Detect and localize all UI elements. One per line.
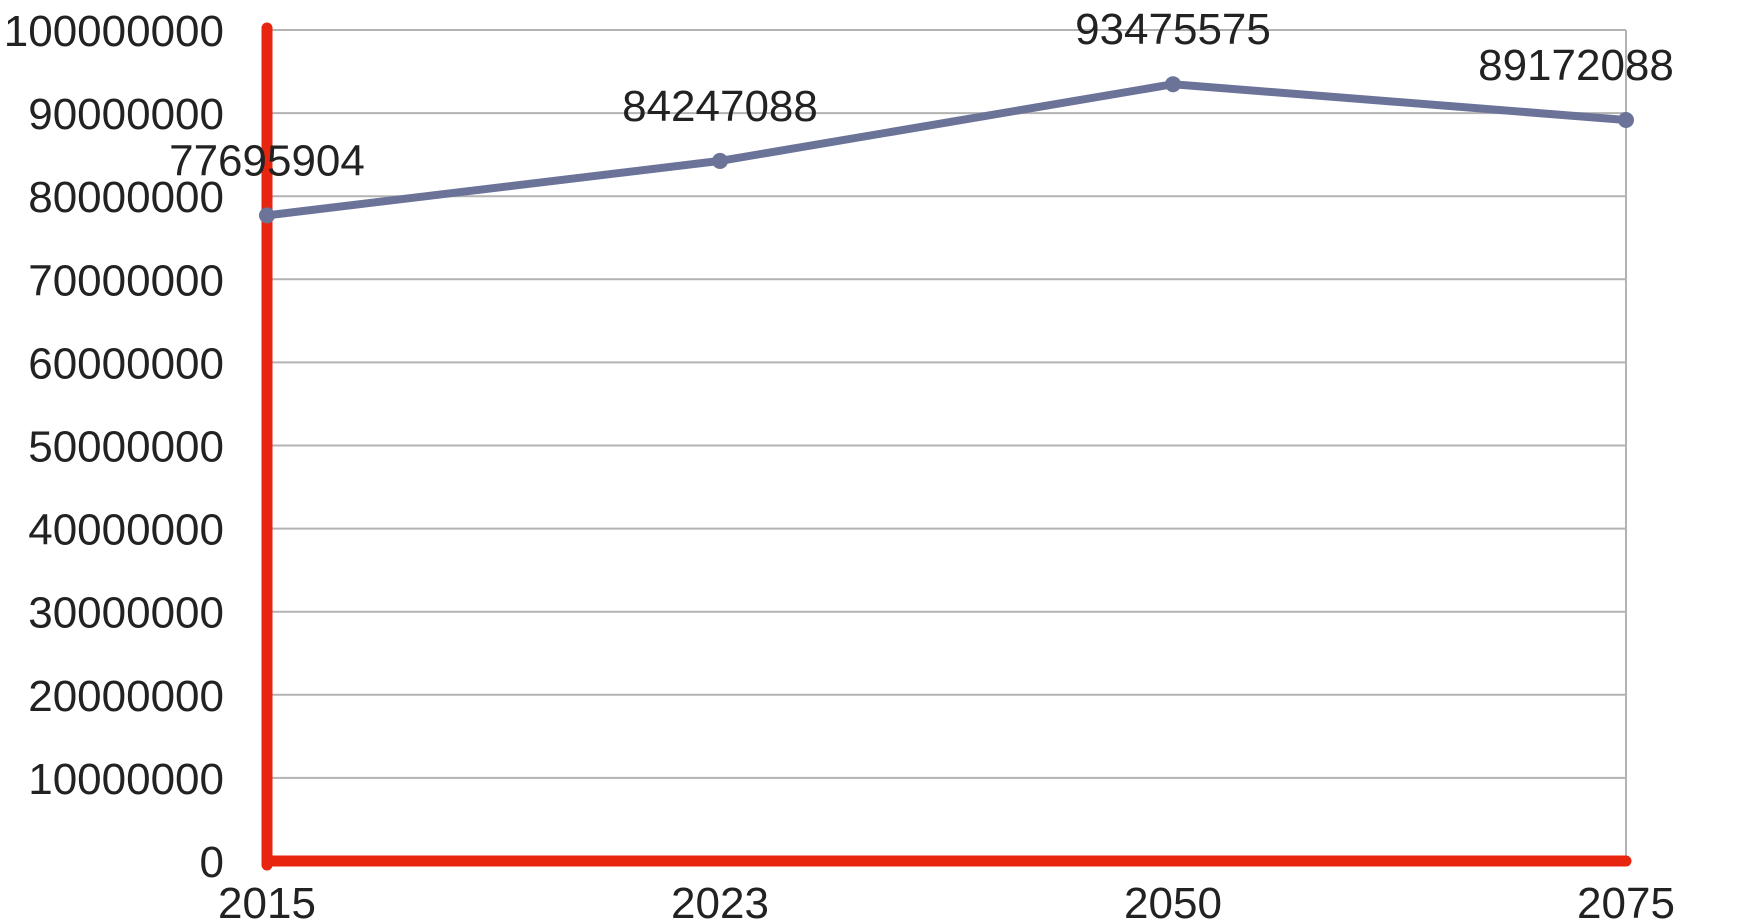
y-tick-label: 10000000	[28, 755, 224, 804]
y-tick-label: 100000000	[4, 7, 224, 56]
data-labels: 77695904 84247088 93475575 89172088	[169, 5, 1674, 185]
x-axis-tick-labels: 2015 2023 2050 2075	[218, 879, 1675, 921]
y-axis-tick-labels: 0 10000000 20000000 30000000 40000000 5000000…	[4, 7, 224, 887]
series-line	[266, 80, 1627, 220]
data-label: 84247088	[622, 82, 818, 131]
data-label: 77695904	[169, 136, 365, 185]
data-label: 93475575	[1075, 5, 1271, 54]
x-tick-label: 2075	[1577, 879, 1675, 921]
y-tick-label: 0	[200, 838, 224, 887]
y-tick-label: 70000000	[28, 256, 224, 305]
y-tick-label: 90000000	[28, 90, 224, 139]
y-tick-label: 40000000	[28, 506, 224, 555]
data-label: 89172088	[1478, 41, 1674, 90]
axes	[261, 22, 1632, 871]
data-point	[1618, 111, 1634, 128]
series-layer	[259, 76, 1634, 224]
y-tick-label: 30000000	[28, 589, 224, 638]
y-tick-label: 50000000	[28, 423, 224, 472]
x-tick-label: 2015	[218, 879, 316, 921]
data-point	[1165, 76, 1181, 93]
data-point	[712, 152, 728, 169]
x-tick-label: 2050	[1124, 879, 1222, 921]
y-tick-label: 20000000	[28, 672, 224, 721]
data-point	[259, 207, 275, 224]
gridlines	[267, 29, 1627, 861]
y-tick-label: 60000000	[28, 339, 224, 388]
y-tick-label: 80000000	[28, 173, 224, 222]
x-tick-label: 2023	[671, 879, 769, 921]
